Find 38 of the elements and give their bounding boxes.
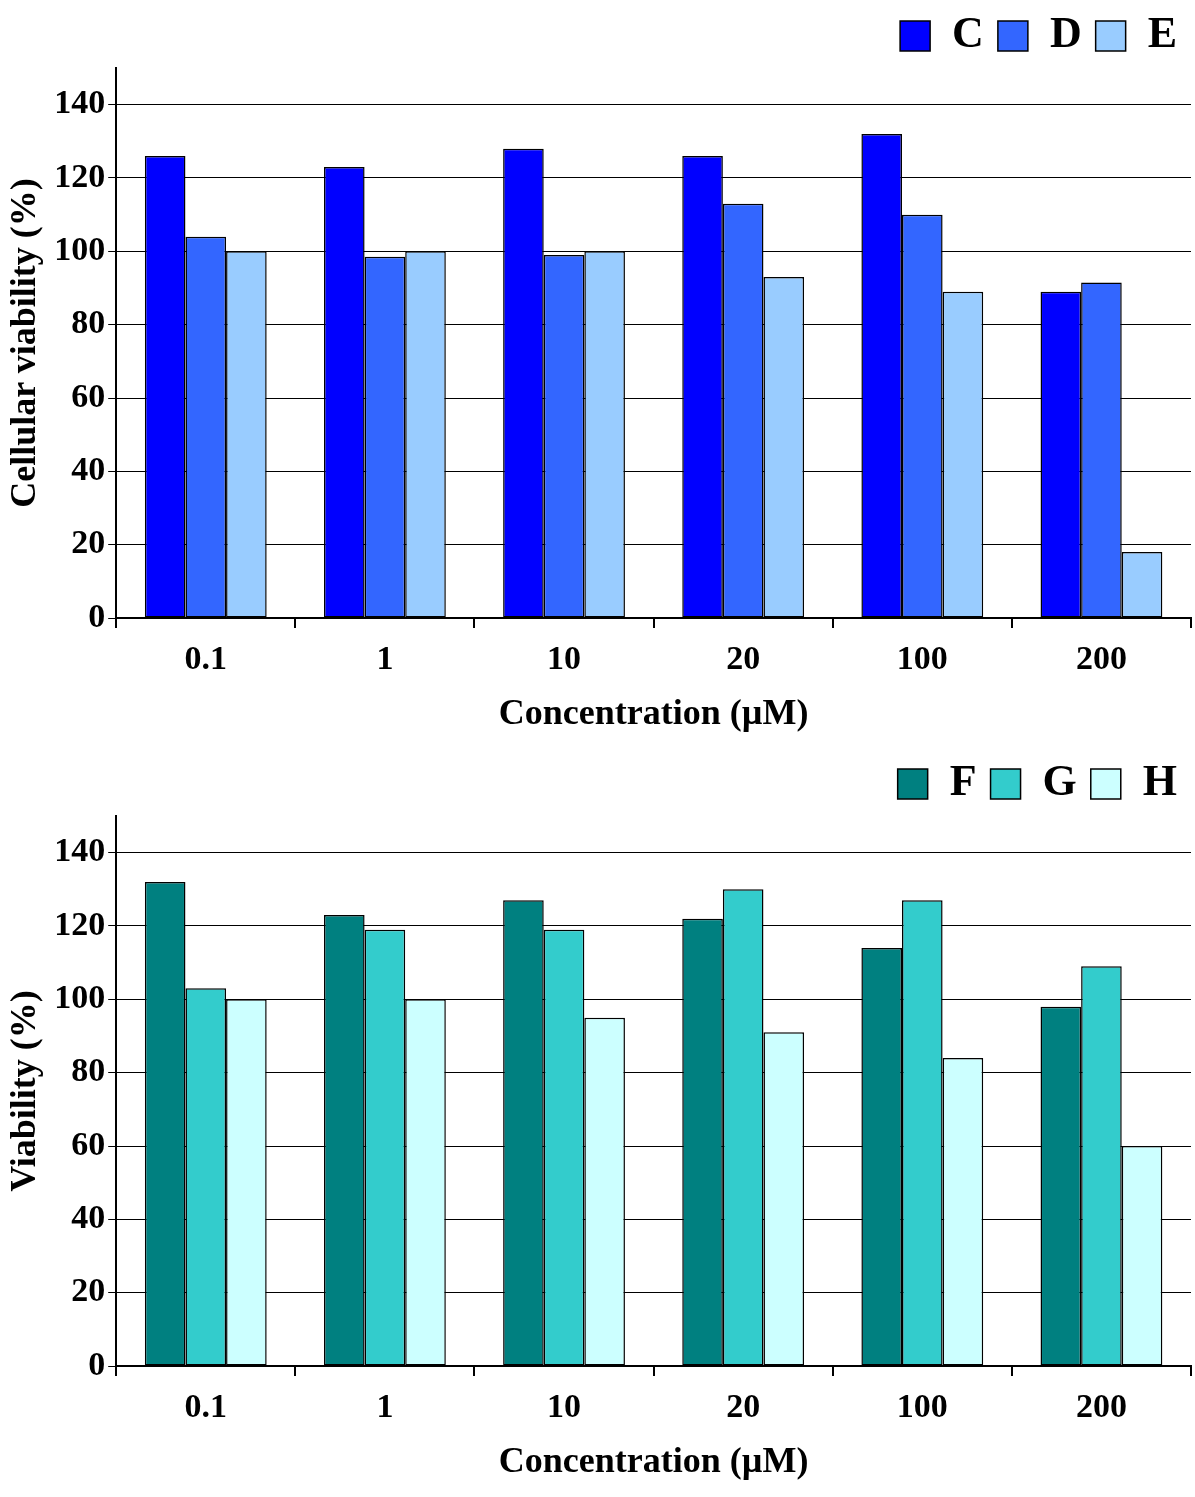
y-tick-label: 40	[71, 1198, 106, 1236]
legend-label: F	[949, 756, 977, 806]
x-axis-title: Concentration (µM)	[498, 1439, 809, 1480]
legend-label: E	[1147, 8, 1178, 58]
y-tick-label: 100	[54, 230, 106, 268]
y-tick-label: 140	[54, 83, 106, 121]
x-tick-label: 200	[1075, 1387, 1127, 1425]
y-tick-label: 80	[71, 303, 106, 341]
y-tick-label: 120	[54, 156, 106, 194]
x-axis-title: Concentration (µM)	[498, 691, 809, 732]
x-tick-label: 100	[896, 639, 948, 677]
legend-label: D	[1049, 8, 1082, 58]
y-tick-label: 60	[71, 376, 106, 414]
y-tick-label: 20	[71, 523, 106, 561]
legend-label: H	[1142, 756, 1178, 806]
y-tick-label: 60	[71, 1124, 106, 1162]
y-axis-title: Viability (%)	[2, 990, 43, 1192]
y-axis-title: Cellular viability (%)	[2, 178, 43, 508]
x-tick-label: 20	[726, 1387, 761, 1425]
x-tick-label: 1	[376, 639, 394, 677]
y-tick-label: 40	[71, 450, 106, 488]
y-tick-label: 20	[71, 1271, 106, 1309]
x-tick-label: 200	[1075, 639, 1127, 677]
y-tick-label: 120	[54, 904, 106, 942]
y-tick-label: 0	[88, 1344, 106, 1382]
x-tick-label: 1	[376, 1387, 394, 1425]
y-tick-label: 140	[54, 831, 106, 869]
y-tick-label: 100	[54, 978, 106, 1016]
legend-label: C	[952, 8, 984, 58]
x-tick-label: 20	[726, 639, 761, 677]
y-tick-label: 0	[88, 596, 106, 634]
x-tick-label: 0.1	[184, 639, 228, 677]
x-tick-label: 10	[547, 639, 582, 677]
legend-label: G	[1042, 756, 1077, 806]
x-tick-label: 0.1	[184, 1387, 228, 1425]
x-tick-label: 10	[547, 1387, 582, 1425]
y-tick-label: 80	[71, 1051, 106, 1089]
x-tick-label: 100	[896, 1387, 948, 1425]
